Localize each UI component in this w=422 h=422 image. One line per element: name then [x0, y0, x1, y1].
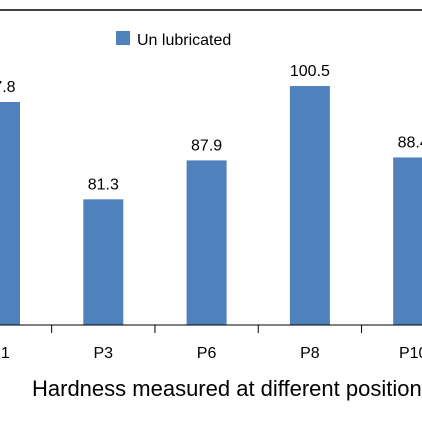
x-tick-label-p1: P1: [0, 345, 10, 362]
x-tick-label-p6: P6: [197, 345, 217, 362]
x-tick-label-p10: P10: [399, 345, 422, 362]
data-label-p1: 97.8: [0, 79, 16, 96]
x-tick-label-p3: P3: [94, 345, 114, 362]
data-label-p8: 100.5: [290, 63, 330, 80]
legend-label: Un lubricated: [137, 32, 231, 49]
x-ticks-group: P1 P3 P6 P8 P10: [0, 325, 422, 362]
bar-p3: [83, 199, 124, 325]
data-label-p3: 81.3: [88, 176, 119, 193]
bar-p6: [186, 160, 227, 325]
bars-group: 97.8 81.3 87.9 100.5 88.4: [0, 63, 422, 325]
x-tick-label-p8: P8: [300, 345, 320, 362]
legend: Un lubricated: [116, 31, 231, 49]
data-label-p10: 88.4: [398, 134, 422, 151]
data-label-p6: 87.9: [191, 137, 222, 154]
x-axis-title: Hardness measured at different positions: [32, 376, 422, 401]
bar-p10: [393, 157, 422, 325]
bar-p1: [0, 101, 20, 325]
legend-swatch: [116, 31, 130, 45]
bar-p8: [289, 86, 330, 325]
